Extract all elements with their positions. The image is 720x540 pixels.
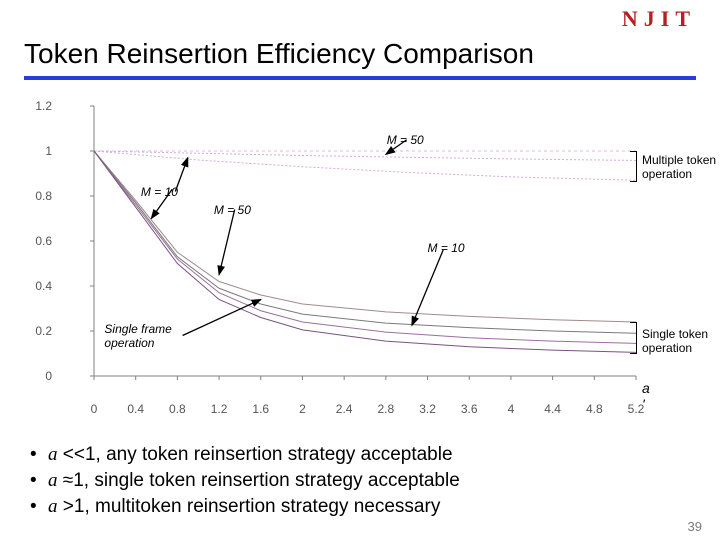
y-tick: 0.6 xyxy=(22,234,52,248)
bracket-single-token xyxy=(630,322,637,354)
page-title: Token Reinsertion Efficiency Comparison xyxy=(24,38,534,70)
x-tick: 2 xyxy=(299,402,306,416)
bullet-3: a >1, multitoken reinsertion strategy ne… xyxy=(48,496,696,518)
bullet-1: a <<1, any token reinsertion strategy ac… xyxy=(48,444,696,466)
alpha-symbol: a xyxy=(48,496,58,517)
bullet-1-text: any token reinsertion strategy acceptabl… xyxy=(106,444,452,465)
x-tick: 2.4 xyxy=(336,402,353,416)
label-m10-mid: M = 10 xyxy=(428,241,465,255)
bullet-2-mid: ≈1, xyxy=(58,470,95,491)
bracket-multi-token xyxy=(630,151,637,182)
x-tick: 4.8 xyxy=(586,402,603,416)
bullet-1-mid: <<1, xyxy=(58,444,107,465)
y-tick: 1 xyxy=(22,144,52,158)
x-tick: 1.2 xyxy=(211,402,228,416)
bullet-3-text: multitoken reinsertion strategy necessar… xyxy=(95,496,440,517)
y-tick: 0 xyxy=(22,369,52,383)
bullet-2: a ≈1, single token reinsertion strategy … xyxy=(48,470,696,492)
x-axis-label: a ' xyxy=(642,380,650,412)
bullet-2-text: single token reinsertion strategy accept… xyxy=(94,470,459,491)
x-tick: 0 xyxy=(91,402,98,416)
x-tick: 4 xyxy=(508,402,515,416)
bullet-3-mid: >1, xyxy=(58,496,96,517)
chart-svg xyxy=(56,98,644,398)
y-tick: 0.8 xyxy=(22,189,52,203)
label-single-token: Single tokenoperation xyxy=(642,327,708,355)
x-tick: 3.6 xyxy=(461,402,478,416)
x-tick: 2.8 xyxy=(378,402,395,416)
logo: NJIT xyxy=(622,6,696,32)
page-number: 39 xyxy=(688,519,702,534)
x-tick: 4.4 xyxy=(544,402,561,416)
label-m50-mid: M = 50 xyxy=(214,203,251,217)
x-tick: 3.2 xyxy=(419,402,436,416)
label-single-frame: Single frameoperation xyxy=(104,322,171,350)
label-m50-top: M = 50 xyxy=(387,133,424,147)
x-tick: 0.4 xyxy=(127,402,144,416)
y-tick: 1.2 xyxy=(22,99,52,113)
alpha-symbol: a xyxy=(48,470,58,491)
label-m10-left: M = 10 xyxy=(141,185,178,199)
x-tick: 0.8 xyxy=(169,402,186,416)
alpha-symbol: a xyxy=(48,444,58,465)
y-tick: 0.4 xyxy=(22,279,52,293)
bullet-list: a <<1, any token reinsertion strategy ac… xyxy=(24,440,696,522)
label-multi-token: Multiple tokenoperation xyxy=(642,153,716,181)
y-tick: 0.2 xyxy=(22,324,52,338)
chart-area: 00.20.40.60.811.200.40.81.21.622.42.83.2… xyxy=(56,98,644,398)
title-rule xyxy=(24,76,696,80)
x-tick: 1.6 xyxy=(252,402,269,416)
